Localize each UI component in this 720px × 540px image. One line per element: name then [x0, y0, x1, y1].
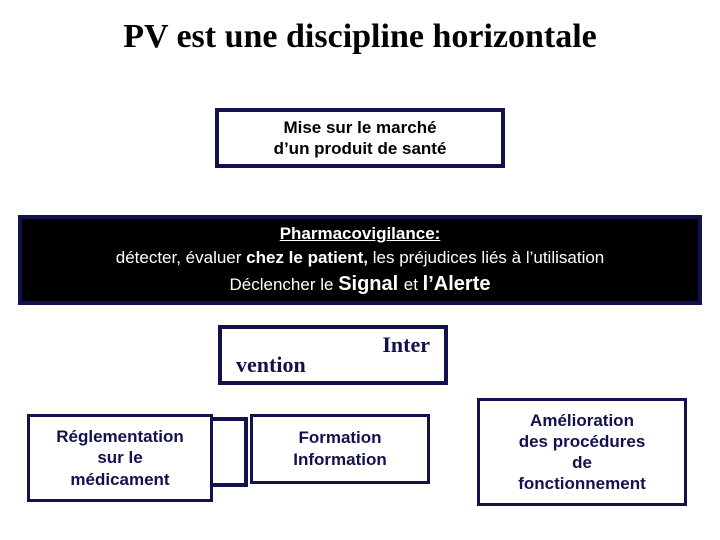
- pharma-last: Déclencher le Signal et l’Alerte: [230, 270, 491, 298]
- reg-l3: médicament: [70, 469, 169, 490]
- box-amelioration: Amélioration des procédures de fonctionn…: [477, 398, 687, 506]
- pharma-big2: l’Alerte: [423, 273, 491, 295]
- box-pharmacovigilance: Pharmacovigilance: détecter, évaluer che…: [18, 215, 702, 305]
- box-reglementation: Réglementation sur le médicament: [27, 414, 213, 502]
- mise-line2: d’un produit de santé: [274, 138, 447, 159]
- amel-l1: Amélioration: [530, 410, 634, 431]
- page-title: PV est une discipline horizontale: [0, 18, 720, 56]
- form-l2: Information: [293, 449, 387, 471]
- pharma-mid: les préjudices liés à l’utilisation: [368, 248, 604, 267]
- amel-l2: des procédures: [519, 431, 646, 452]
- form-l1: Formation: [298, 427, 381, 449]
- inter-bot: vention: [236, 354, 430, 376]
- reg-l1: Réglementation: [56, 426, 184, 447]
- pharma-title: Pharmacovigilance:: [280, 222, 441, 246]
- reg-l2: sur le: [97, 447, 142, 468]
- pharma-last-prefix: Déclencher le: [230, 275, 339, 294]
- amel-l3: de: [572, 452, 592, 473]
- pharma-bold1: chez le patient,: [246, 248, 368, 267]
- pharma-line: détecter, évaluer chez le patient, les p…: [116, 246, 605, 270]
- box-mise-marche: Mise sur le marché d’un produit de santé: [215, 108, 505, 168]
- amel-l4: fonctionnement: [518, 473, 646, 494]
- pharma-prefix: détecter, évaluer: [116, 248, 246, 267]
- mise-line1: Mise sur le marché: [283, 117, 436, 138]
- box-intervention: Inter vention: [218, 325, 448, 385]
- box-formation: Formation Information: [250, 414, 430, 484]
- pharma-last-mid: et: [404, 275, 423, 294]
- pharma-big1: Signal: [338, 273, 404, 295]
